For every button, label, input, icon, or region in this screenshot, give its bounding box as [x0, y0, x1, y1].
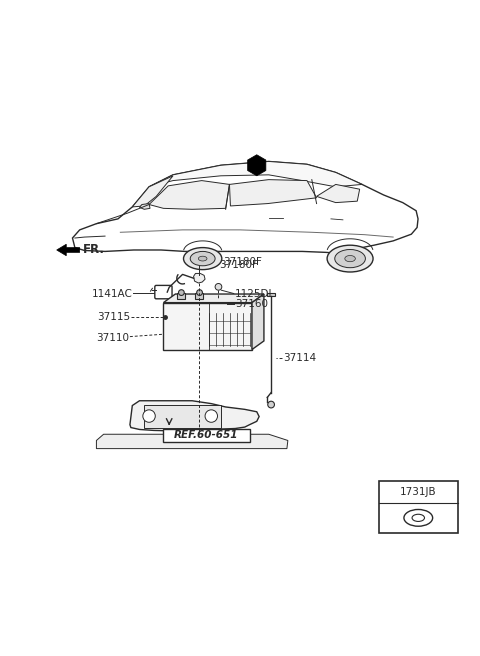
Polygon shape — [130, 401, 259, 431]
Polygon shape — [149, 161, 362, 187]
Polygon shape — [163, 294, 264, 302]
Ellipse shape — [190, 251, 215, 266]
Polygon shape — [140, 203, 150, 209]
Polygon shape — [149, 180, 229, 209]
Text: 1141AC: 1141AC — [91, 289, 132, 298]
Polygon shape — [163, 302, 252, 350]
Polygon shape — [132, 176, 173, 207]
Text: 37110: 37110 — [96, 333, 129, 342]
Circle shape — [197, 290, 203, 295]
Text: 1125DL: 1125DL — [235, 289, 276, 298]
FancyBboxPatch shape — [155, 285, 172, 298]
Polygon shape — [317, 184, 360, 203]
Text: 37160: 37160 — [235, 299, 268, 309]
Bar — [195, 293, 204, 299]
Polygon shape — [229, 180, 317, 206]
Bar — [163, 428, 250, 442]
Circle shape — [268, 401, 275, 408]
Ellipse shape — [327, 245, 373, 272]
Bar — [379, 481, 458, 533]
Bar — [177, 293, 185, 299]
Bar — [267, 293, 276, 297]
Polygon shape — [193, 274, 205, 283]
Text: REF.60-651: REF.60-651 — [174, 430, 239, 440]
Ellipse shape — [345, 255, 355, 262]
Text: 1731JB: 1731JB — [400, 487, 437, 497]
Polygon shape — [248, 155, 266, 176]
Circle shape — [205, 410, 217, 422]
Polygon shape — [144, 405, 221, 428]
Polygon shape — [57, 244, 80, 256]
Text: 37115: 37115 — [97, 312, 130, 323]
Circle shape — [179, 290, 184, 295]
Text: FR.: FR. — [83, 243, 105, 256]
Polygon shape — [252, 294, 264, 350]
Text: 37180F: 37180F — [223, 257, 262, 268]
Text: 37180F: 37180F — [219, 260, 258, 270]
Polygon shape — [201, 298, 228, 308]
Ellipse shape — [198, 256, 207, 261]
Polygon shape — [96, 434, 288, 449]
Polygon shape — [192, 295, 233, 312]
Circle shape — [215, 283, 222, 290]
Ellipse shape — [183, 247, 222, 270]
Circle shape — [143, 410, 156, 422]
Text: 37114: 37114 — [283, 353, 316, 363]
Ellipse shape — [335, 249, 365, 268]
